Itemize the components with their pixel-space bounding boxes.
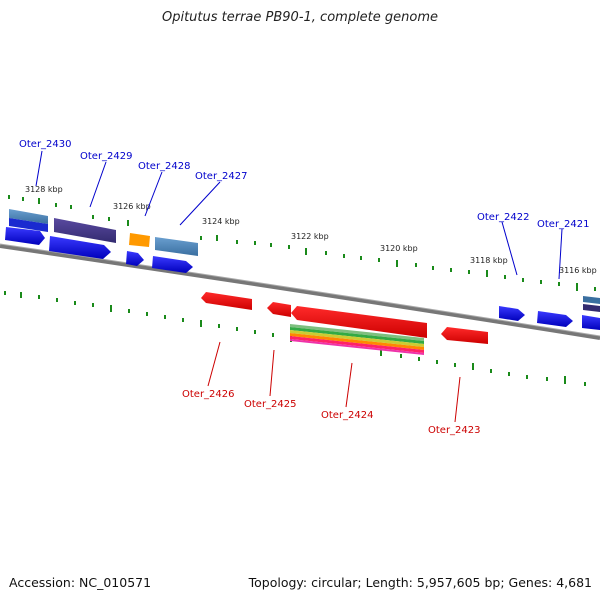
gene-feature[interactable] [267,302,291,317]
gene-feature[interactable] [290,339,424,355]
gene-feature[interactable] [582,315,600,330]
gene-feature[interactable] [290,330,424,347]
gene-feature[interactable] [290,333,424,350]
kbp-label: 3118 kbp [470,256,508,265]
gene-feature[interactable] [49,236,111,259]
gene-feature[interactable] [290,324,424,341]
genome-summary: Topology: circular; Length: 5,957,605 bp… [248,575,592,590]
gene-feature[interactable] [9,218,48,232]
gene-feature[interactable] [441,327,488,344]
kbp-label: 3120 kbp [380,244,418,253]
kbp-label: 3126 kbp [113,202,151,211]
gene-label-oter-2430[interactable]: Oter_2430 [19,139,72,150]
gene-label-oter-2423[interactable]: Oter_2423 [428,425,481,436]
gene-label-oter-2429[interactable]: Oter_2429 [80,151,133,162]
gene-feature[interactable] [129,233,150,247]
kbp-label: 3122 kbp [291,232,329,241]
genome-backbone [0,244,600,340]
gene-feature[interactable] [290,327,424,344]
gene-feature[interactable] [583,296,600,304]
kbp-label: 3124 kbp [202,217,240,226]
map-title: Opitutus terrae PB90-1, complete genome [161,10,439,25]
upper-tick-track [8,195,596,291]
gene-label-oter-2422[interactable]: Oter_2422 [477,212,530,223]
reverse-genes [201,292,488,355]
gene-label-oter-2428[interactable]: Oter_2428 [138,161,191,172]
forward-label-leaders [35,150,563,280]
gene-label-oter-2421[interactable]: Oter_2421 [537,219,590,230]
gene-feature[interactable] [201,292,252,310]
gene-feature[interactable] [291,306,427,338]
gene-feature[interactable] [9,209,48,224]
kbp-label: 3128 kbp [25,185,63,194]
gene-feature[interactable] [5,227,45,245]
accession-label: Accession: NC_010571 [9,575,152,590]
gene-feature[interactable] [499,306,525,321]
gene-feature[interactable] [537,311,573,327]
gene-feature[interactable] [290,336,424,353]
gene-label-oter-2424[interactable]: Oter_2424 [321,410,374,421]
gene-feature[interactable] [152,256,193,273]
gene-feature[interactable] [155,237,198,256]
kbp-label: 3116 kbp [559,266,597,275]
gene-feature[interactable] [583,304,600,312]
forward-genes [5,209,600,330]
gene-label-oter-2427[interactable]: Oter_2427 [195,171,248,182]
reverse-label-leaders [207,341,461,423]
gene-feature[interactable] [126,251,144,266]
gene-feature[interactable] [54,218,116,243]
gene-label-oter-2425[interactable]: Oter_2425 [244,399,297,410]
gene-label-oter-2426[interactable]: Oter_2426 [182,389,235,400]
